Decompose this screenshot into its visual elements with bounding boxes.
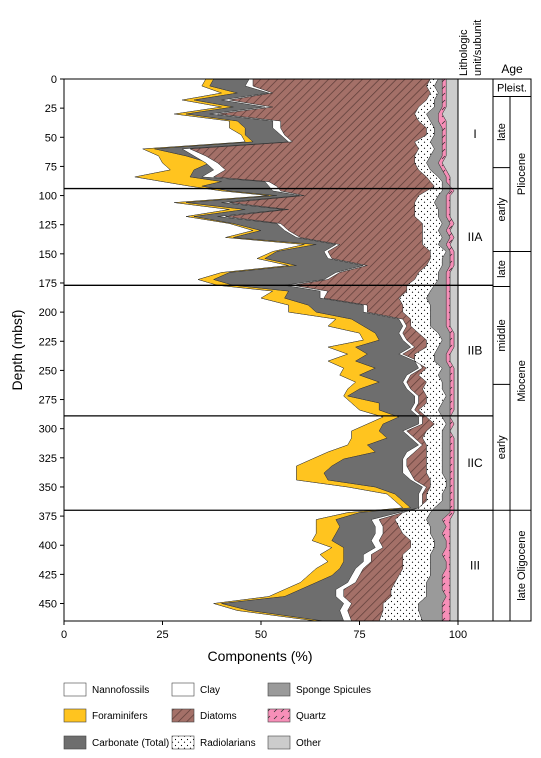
legend-swatch-nannofossils: [63, 682, 87, 697]
subepoch-label-middle: middle: [496, 319, 508, 351]
y-tick-label: 150: [39, 249, 57, 261]
legend-swatch-sponge-spicules: [267, 682, 291, 697]
legend-label-foraminifers: Foraminifers: [92, 711, 148, 722]
epoch-label-pleist: Pleist.: [497, 83, 527, 95]
y-tick-label: 250: [39, 365, 57, 377]
legend: Nannofossils Clay Sponge Spicules Foraminif…: [63, 682, 371, 750]
y-tick-label: 325: [39, 453, 57, 465]
lithology-header-line1: Lithologic: [458, 29, 470, 76]
y-tick-label: 175: [39, 278, 57, 290]
subepoch-label-early: early: [496, 435, 508, 459]
y-tick-label: 400: [39, 540, 57, 552]
age-column-frame: [492, 78, 532, 622]
y-tick-label: 375: [39, 511, 57, 523]
legend-label-diatoms: Diatoms: [200, 711, 237, 722]
x-tick-label: 50: [255, 629, 267, 641]
y-tick-label: 275: [39, 395, 57, 407]
legend-label-quartz: Quartz: [296, 711, 326, 722]
unit-boundary-lines: [64, 187, 493, 511]
x-tick-label: 100: [449, 629, 467, 641]
lithologic-unit-labels: I IIA IIB IIC III: [467, 127, 483, 573]
legend-swatch-radiolarians: [171, 735, 195, 750]
unit-label-iic: IIC: [467, 456, 483, 470]
legend-label-nannofossils: Nannofossils: [92, 685, 149, 696]
y-tick-label: 350: [39, 482, 57, 494]
unit-label-i: I: [473, 127, 476, 141]
legend-swatch-quartz: [267, 708, 291, 723]
subepoch-label-late: late: [496, 260, 508, 278]
epoch-label-miocene: Miocene: [516, 360, 528, 402]
y-tick-label: 75: [45, 161, 57, 173]
subepoch-label-late: late: [496, 123, 508, 141]
legend-swatch-clay: [171, 682, 195, 697]
legend-label-carbonate-total: Carbonate (Total): [92, 738, 169, 749]
y-tick-label: 425: [39, 569, 57, 581]
legend-label-other: Other: [296, 738, 322, 749]
legend-label-clay: Clay: [200, 685, 220, 696]
epoch-label-late-oligocene: late Oligocene: [516, 530, 528, 600]
epoch-label-pliocene: Pliocene: [516, 153, 528, 195]
y-axis-label: Depth (mbsf): [9, 310, 25, 391]
unit-label-iib: IIB: [468, 344, 483, 358]
subepoch-label-early: early: [496, 197, 508, 221]
pleist-cell-mask: [494, 79, 530, 96]
x-tick-label: 75: [353, 629, 365, 641]
age-header: Age: [501, 62, 523, 76]
legend-swatch-other: [267, 735, 291, 750]
y-tick-label: 50: [45, 132, 57, 144]
legend-swatch-carbonate-total: [63, 735, 87, 750]
stacked-area-layers: [63, 78, 459, 622]
x-tick-label: 0: [61, 629, 67, 641]
y-tick-label: 300: [39, 424, 57, 436]
y-tick-label: 25: [45, 103, 57, 115]
x-axis-ticks: 0 25 50 75 100: [61, 621, 467, 641]
y-tick-label: 225: [39, 336, 57, 348]
x-tick-label: 25: [156, 629, 168, 641]
x-axis-label: Components (%): [207, 648, 312, 664]
y-tick-label: 125: [39, 220, 57, 232]
y-tick-label: 450: [39, 599, 57, 611]
unit-label-iia: IIA: [468, 230, 483, 244]
y-tick-label: 100: [39, 191, 57, 203]
legend-swatch-foraminifers: [63, 708, 87, 723]
y-tick-label: 0: [51, 74, 57, 86]
lithology-header-line2: unit/subunit: [472, 20, 484, 76]
unit-label-iii: III: [470, 559, 480, 573]
legend-swatch-diatoms: [171, 708, 195, 723]
legend-label-radiolarians: Radiolarians: [200, 738, 256, 749]
legend-label-sponge-spicules: Sponge Spicules: [296, 685, 371, 696]
y-tick-label: 200: [39, 307, 57, 319]
y-axis-ticks: 0 25 50 75 100 125 150 175 200 225 250 275 300 325 350…: [39, 74, 64, 611]
